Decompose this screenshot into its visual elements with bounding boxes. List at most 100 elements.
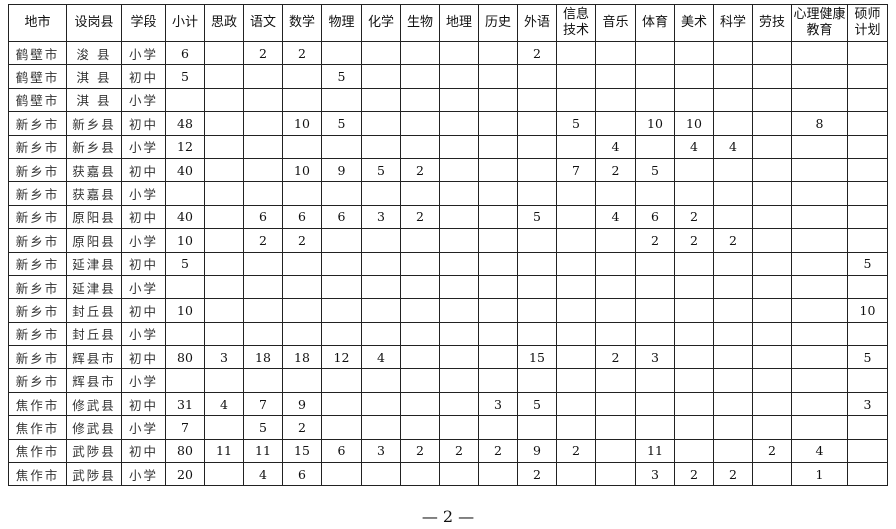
table-cell [635, 40, 675, 66]
table-cell [400, 391, 440, 417]
table-cell: 2 [713, 462, 753, 487]
table-cell: 12 [321, 345, 362, 370]
table-cell [847, 111, 888, 136]
table-cell [478, 274, 518, 300]
column-header: 历史 [478, 4, 518, 42]
table-cell: 新乡市 [8, 111, 67, 136]
table-cell [791, 157, 848, 183]
table-cell [595, 298, 636, 323]
table-cell [791, 204, 848, 230]
table-row: 新乡市 辉县市 小学 [8, 368, 888, 393]
page-number: — 2 — [421, 507, 475, 526]
table-cell: 焦作市 [8, 462, 67, 487]
table-cell: 辉县市 [66, 368, 122, 393]
table-cell: 6 [282, 462, 322, 487]
table-cell: 辉县市 [66, 345, 122, 370]
table-cell: 焦作市 [8, 391, 67, 417]
table-cell [674, 321, 714, 347]
table-cell [713, 391, 753, 417]
table-cell [321, 228, 362, 253]
table-cell: 18 [243, 345, 283, 370]
table-cell [674, 64, 714, 89]
table-cell: 淇 县 [66, 87, 122, 113]
table-cell: 新乡市 [8, 228, 67, 253]
table-cell [752, 204, 792, 230]
table-cell: 6 [282, 204, 322, 230]
table-cell [204, 181, 244, 206]
table-cell [556, 40, 596, 66]
table-cell [791, 415, 848, 440]
table-cell [321, 415, 362, 440]
table-cell: 2 [400, 438, 440, 464]
table-cell: 小学 [121, 228, 166, 253]
table-cell [517, 274, 557, 300]
table-cell [400, 87, 440, 113]
table-cell: 原阳县 [66, 204, 122, 230]
table-cell [321, 391, 362, 417]
table-row: 鹤壁市浚 县小学 6 2 2 2 [8, 40, 888, 66]
table-cell [361, 64, 401, 89]
table-cell [400, 134, 440, 159]
column-header: 数学 [282, 4, 322, 42]
table-cell [361, 87, 401, 113]
table-cell [204, 298, 244, 323]
table-cell [595, 181, 636, 206]
table-cell [791, 391, 848, 417]
table-cell: 15 [282, 438, 322, 464]
teacher-posts-table: 地市 设岗县 学段 小计 思政 语文 数学 物理 化学 生物 地理 历史 外语 信息技术 音乐 体育 美术 科学劳… [8, 4, 888, 487]
table-cell [439, 181, 479, 206]
table-row: 新乡市 原阳县 小学 10 2 2 2 2 2 [8, 228, 888, 253]
table-cell: 新乡市 [8, 345, 67, 370]
table-cell: 2 [400, 157, 440, 183]
table-cell: 10 [847, 298, 888, 323]
table-cell: 40 [165, 157, 205, 183]
table-row: 鹤壁市淇 县初中 5 5 [8, 64, 888, 89]
table-cell [517, 228, 557, 253]
table-cell: 9 [321, 157, 362, 183]
table-cell [165, 368, 205, 393]
table-cell [556, 134, 596, 159]
table-cell [674, 345, 714, 370]
table-cell [791, 251, 848, 276]
table-cell: 4 [595, 134, 636, 159]
table-cell [361, 391, 401, 417]
table-row: 新乡市 获嘉县 初中 40 10 9 5 2 7 2 5 [8, 157, 888, 183]
table-cell [791, 40, 848, 66]
table-cell: 7 [243, 391, 283, 417]
table-cell [282, 321, 322, 347]
column-header: 音乐 [595, 4, 636, 42]
column-header: 地理 [439, 4, 479, 42]
table-row: 新乡市 原阳县 初中 40 6 6 6 3 2 5 4 6 2 [8, 204, 888, 230]
table-cell: 4 [243, 462, 283, 487]
table-cell [847, 157, 888, 183]
table-cell: 2 [439, 438, 479, 464]
table-cell [243, 321, 283, 347]
table-cell: 小学 [121, 415, 166, 440]
table-cell [791, 134, 848, 159]
table-cell: 5 [165, 64, 205, 89]
table-cell [243, 87, 283, 113]
table-cell [400, 181, 440, 206]
table-cell: 小学 [121, 181, 166, 206]
table-cell: 10 [635, 111, 675, 136]
table-cell: 初中 [121, 438, 166, 464]
table-cell: 焦作市 [8, 415, 67, 440]
table-cell [361, 298, 401, 323]
column-header: 地市 [8, 4, 67, 42]
table-cell [595, 228, 636, 253]
table-cell: 小学 [121, 87, 166, 113]
table-cell [361, 228, 401, 253]
table-cell [713, 251, 753, 276]
table-cell: 2 [595, 157, 636, 183]
table-cell [439, 134, 479, 159]
table-cell: 6 [321, 204, 362, 230]
table-cell: 5 [517, 391, 557, 417]
table-cell: 初中 [121, 251, 166, 276]
table-cell [595, 111, 636, 136]
table-cell: 初中 [121, 345, 166, 370]
table-cell: 小学 [121, 40, 166, 66]
table-cell: 80 [165, 345, 205, 370]
table-cell: 5 [847, 345, 888, 370]
table-cell [674, 181, 714, 206]
table-cell [439, 462, 479, 487]
